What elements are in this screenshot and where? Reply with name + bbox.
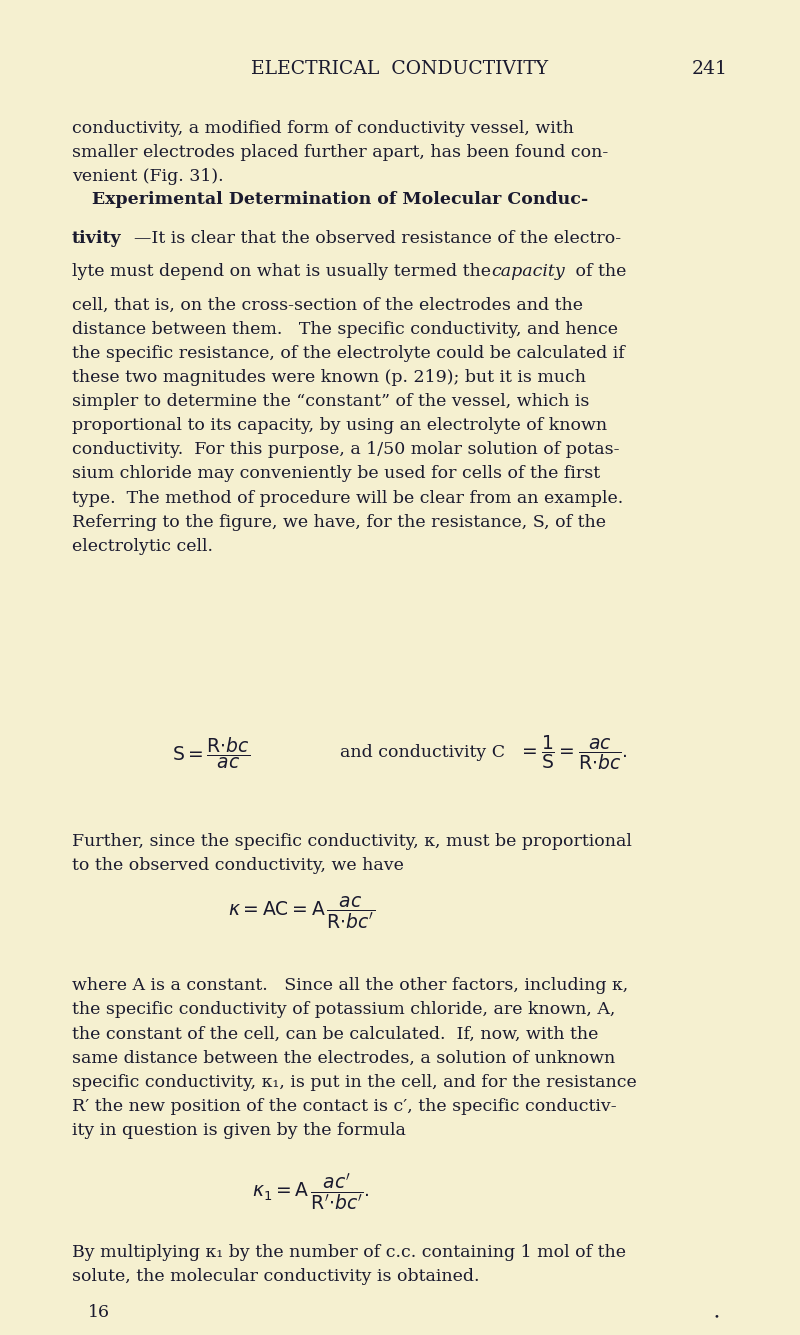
Text: tivity: tivity <box>72 230 122 247</box>
Text: Further, since the specific conductivity, κ, must be proportional
to the observe: Further, since the specific conductivity… <box>72 833 632 874</box>
Text: •: • <box>714 1312 719 1322</box>
Text: 16: 16 <box>88 1304 110 1322</box>
Text: ELECTRICAL  CONDUCTIVITY: ELECTRICAL CONDUCTIVITY <box>251 60 548 77</box>
Text: By multiplying κ₁ by the number of c.c. containing 1 mol of the
solute, the mole: By multiplying κ₁ by the number of c.c. … <box>72 1244 626 1286</box>
Text: capacity: capacity <box>492 263 566 280</box>
Text: lyte must depend on what is usually termed the: lyte must depend on what is usually term… <box>72 263 497 280</box>
Text: 241: 241 <box>692 60 727 77</box>
Text: —It is clear that the observed resistance of the electro-: —It is clear that the observed resistanc… <box>134 230 622 247</box>
Text: Experimental Determination of Molecular Conduc-: Experimental Determination of Molecular … <box>92 191 588 208</box>
Text: conductivity, a modified form of conductivity vessel, with
smaller electrodes pl: conductivity, a modified form of conduct… <box>72 120 608 186</box>
Text: $\kappa = \mathrm{AC} = \mathrm{A}\,\dfrac{\mathit{ac}}{\mathrm{R}{\cdot}\mathit: $\kappa = \mathrm{AC} = \mathrm{A}\,\dfr… <box>228 894 375 932</box>
Text: $= \dfrac{\mathrm{1}}{\mathrm{S}} = \dfrac{\mathit{ac}}{\mathrm{R}{\cdot}\mathit: $= \dfrac{\mathrm{1}}{\mathrm{S}} = \dfr… <box>518 733 628 773</box>
Text: cell, that is, on the cross-section of the electrodes and the
distance between t: cell, that is, on the cross-section of t… <box>72 296 625 555</box>
Text: $\mathrm{S} = \dfrac{\mathrm{R}{\cdot}\mathit{bc}}{\mathit{ac}}$: $\mathrm{S} = \dfrac{\mathrm{R}{\cdot}\m… <box>172 736 250 770</box>
Text: of the: of the <box>570 263 626 280</box>
Text: where A is a constant.   Since all the other factors, including κ,
the specific : where A is a constant. Since all the oth… <box>72 977 637 1139</box>
Text: $\kappa_1 = \mathrm{A}\,\dfrac{\mathit{ac}'}{\mathrm{R}'{\cdot}\mathit{bc}'}.$: $\kappa_1 = \mathrm{A}\,\dfrac{\mathit{a… <box>252 1172 370 1212</box>
Text: and conductivity C: and conductivity C <box>340 745 505 761</box>
